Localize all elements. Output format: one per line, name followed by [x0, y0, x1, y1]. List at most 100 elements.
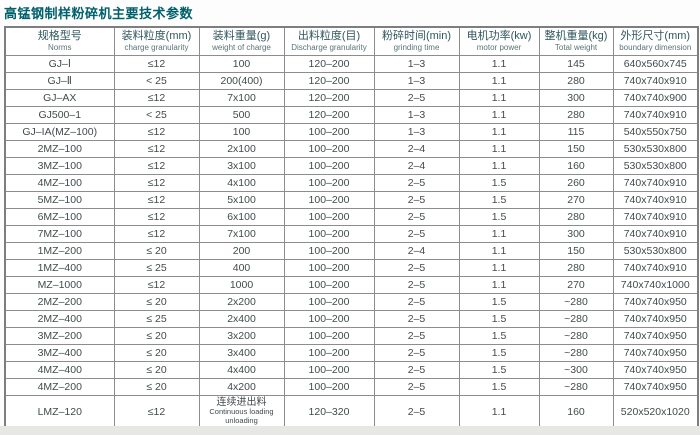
table-cell: 1.1 — [458, 89, 540, 107]
table-cell: ≤12 — [113, 276, 200, 294]
table-cell: ≤ 25 — [113, 259, 200, 277]
table-cell: ≤12 — [113, 395, 200, 429]
table-cell: 连续进出料 Continuous loading unloading — [198, 395, 285, 429]
table-cell: 2–5 — [373, 310, 460, 328]
table-cell: 2–5 — [373, 378, 460, 396]
table-cell: 500 — [198, 106, 285, 124]
table-cell: 740x740x910 — [612, 174, 699, 192]
table-cell: ~280 — [538, 293, 614, 311]
table-cell: 540x550x750 — [612, 123, 699, 141]
table-cell: GJ–Ⅱ — [4, 72, 115, 90]
table-cell: 100–200 — [283, 361, 375, 379]
table-cell: 100–200 — [283, 344, 375, 362]
table-cell: 1000 — [198, 276, 285, 294]
table-cell: 7x100 — [198, 89, 285, 107]
table-cell: ≤12 — [113, 225, 200, 243]
column-header-5: 粉碎时间(min) grinding time — [373, 26, 460, 56]
table-cell: 1.1 — [458, 157, 540, 175]
table-cell: 2–5 — [373, 174, 460, 192]
table-row: GJ–Ⅱ < 25 200(400) 120–200 1–3 1.1 280 740x740x… — [4, 72, 699, 90]
cell-subline: Continuous loading — [209, 407, 274, 416]
table-cell: 1MZ–400 — [4, 259, 115, 277]
table-cell: 120–200 — [283, 106, 375, 124]
table-row: GJ–Ⅰ ≤12 100 120–200 1–3 1.1 145 640x560x745 — [4, 55, 699, 73]
table-cell: 2x100 — [198, 140, 285, 158]
table-cell: 740x740x910 — [612, 259, 699, 277]
column-header-2: 装料粒度(mm) charge granularity — [113, 26, 200, 56]
table-cell: 120–200 — [283, 55, 375, 73]
column-header-en: Discharge granularity — [291, 43, 367, 52]
table-cell: 1–3 — [373, 123, 460, 141]
bottom-gray-strip — [0, 426, 700, 435]
table-cell: 1.5 — [458, 208, 540, 226]
column-header-zh: 装料重量(g) — [212, 30, 271, 42]
table-cell: 740x740x950 — [612, 378, 699, 396]
table-cell: ≤12 — [113, 55, 200, 73]
header-row: 规格型号 Norms 装料粒度(mm) charge granularity 装料重量(… — [4, 26, 699, 56]
column-header-zh: 规格型号 — [37, 30, 82, 42]
table-cell: 100–200 — [283, 140, 375, 158]
table-cell: 1.1 — [458, 242, 540, 260]
table-cell: 6x100 — [198, 208, 285, 226]
table-cell: 530x530x800 — [612, 157, 699, 175]
table-cell: 100 — [198, 123, 285, 141]
table-row: GJ–AX ≤12 7x100 120–200 2–5 1.1 300 740x740x900 — [4, 89, 699, 107]
table-cell: 1.1 — [458, 123, 540, 141]
table-cell: 1.1 — [458, 395, 540, 429]
table-cell: ~280 — [538, 327, 614, 345]
table-cell: 1.1 — [458, 225, 540, 243]
table-cell: 3MZ–400 — [4, 344, 115, 362]
table-cell: 3x100 — [198, 157, 285, 175]
table-cell: ≤ 20 — [113, 242, 200, 260]
table-cell: GJ–AX — [4, 89, 115, 107]
column-header-en: weight of charge — [212, 43, 271, 52]
table-cell: LMZ–120 — [4, 395, 115, 429]
table-cell: 2–5 — [373, 293, 460, 311]
table-cell: GJ–Ⅰ — [4, 55, 115, 73]
table-cell: 280 — [538, 208, 614, 226]
table-cell: ≤12 — [113, 208, 200, 226]
table-cell: 3x400 — [198, 344, 285, 362]
table-cell: ≤12 — [113, 123, 200, 141]
table-cell: 120–320 — [283, 395, 375, 429]
table-cell: 7MZ–100 — [4, 225, 115, 243]
table-cell: 1.1 — [458, 259, 540, 277]
table-cell: 2x400 — [198, 310, 285, 328]
table-cell: ≤12 — [113, 157, 200, 175]
table-cell: 7x100 — [198, 225, 285, 243]
table-cell: 280 — [538, 72, 614, 90]
table-cell: 100–200 — [283, 242, 375, 260]
table-row: 5MZ–100 ≤12 5x100 100–200 2–5 1.5 270 740x740x9… — [4, 191, 699, 209]
table-cell: 4MZ–400 — [4, 361, 115, 379]
table-cell: 2–5 — [373, 191, 460, 209]
table-row: 2MZ–400 ≤ 25 2x400 100–200 2–5 1.5 ~280 740x740… — [4, 310, 699, 328]
table-cell: GJ500–1 — [4, 106, 115, 124]
table-cell: 1.5 — [458, 344, 540, 362]
table-row: MZ–1000 ≤12 1000 100–200 2–5 1.1 270 740x740x10… — [4, 276, 699, 294]
table-cell: ~280 — [538, 344, 614, 362]
table-cell: 100–200 — [283, 327, 375, 345]
table-cell: 100–200 — [283, 123, 375, 141]
table-cell: 280 — [538, 259, 614, 277]
table-cell: 120–200 — [283, 89, 375, 107]
table-cell: 100–200 — [283, 157, 375, 175]
table-cell: 2–4 — [373, 242, 460, 260]
table-cell: ≤12 — [113, 174, 200, 192]
table-cell: 1.5 — [458, 361, 540, 379]
table-cell: 5MZ–100 — [4, 191, 115, 209]
table-cell: 3MZ–100 — [4, 157, 115, 175]
table-cell: 740x740x950 — [612, 361, 699, 379]
table-cell: ≤12 — [113, 140, 200, 158]
table-cell: 2x200 — [198, 293, 285, 311]
table-cell: 1.1 — [458, 276, 540, 294]
table-cell: 160 — [538, 157, 614, 175]
column-header-4: 出料粒度(目) Discharge granularity — [283, 26, 375, 56]
table-cell: 1.5 — [458, 310, 540, 328]
table-body: GJ–Ⅰ ≤12 100 120–200 1–3 1.1 145 640x560x745 GJ–… — [4, 55, 699, 429]
table-cell: 740x740x910 — [612, 225, 699, 243]
table-cell: 300 — [538, 225, 614, 243]
table-cell: 4x100 — [198, 174, 285, 192]
column-header-zh: 整机重量(kg) — [544, 30, 608, 42]
table-cell: 100–200 — [283, 310, 375, 328]
